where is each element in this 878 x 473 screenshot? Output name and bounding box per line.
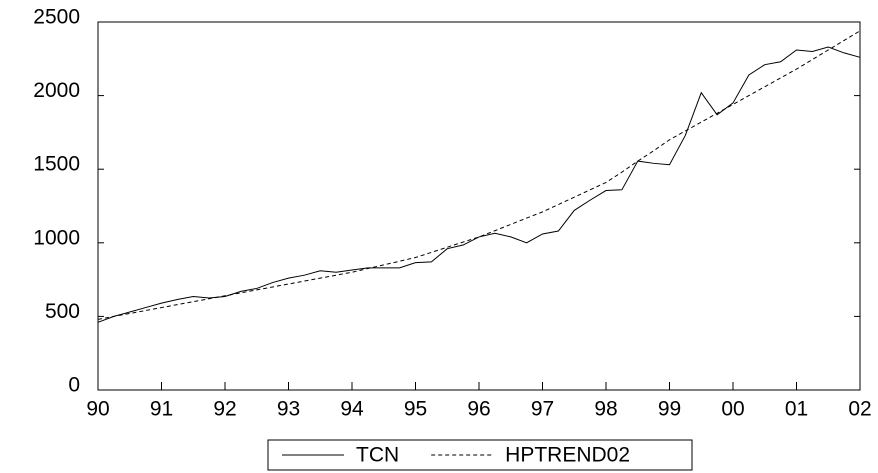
x-tick-label: 95	[404, 398, 427, 421]
y-tick-label: 1500	[33, 153, 80, 176]
series-line	[97, 46, 861, 323]
legend-label: HPTREND02	[505, 444, 630, 467]
x-tick-label: 91	[150, 398, 173, 421]
x-tick-label: 98	[594, 398, 617, 421]
y-tick-label: 2500	[33, 6, 80, 29]
y-tick-label: 500	[45, 300, 80, 323]
y-tick-label: 2000	[33, 79, 80, 102]
series-line	[97, 30, 861, 320]
x-tick-label: 02	[848, 398, 871, 421]
x-tick-label: 00	[721, 398, 744, 421]
legend-label: TCN	[356, 444, 399, 467]
x-tick-label: 90	[86, 398, 109, 421]
x-tick-label: 96	[467, 398, 490, 421]
y-tick-label: 0	[68, 374, 80, 397]
x-tick-label: 99	[658, 398, 681, 421]
x-tick-label: 94	[340, 398, 364, 421]
plot-frame	[97, 21, 861, 391]
x-tick-label: 97	[531, 398, 554, 421]
x-tick-label: 92	[213, 398, 236, 421]
y-tick-label: 1000	[33, 226, 80, 249]
x-tick-label: 01	[785, 398, 808, 421]
x-tick-label: 93	[277, 398, 300, 421]
